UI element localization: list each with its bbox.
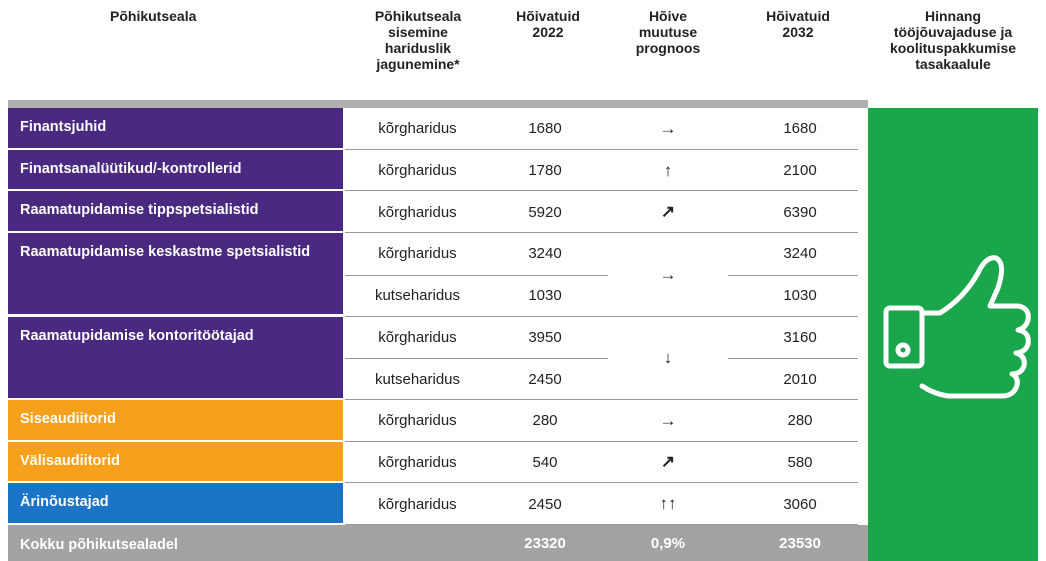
- employed-2032-cell: 1030: [783, 287, 817, 305]
- row-divider: [728, 358, 858, 360]
- education-cell: kõrgharidus: [378, 120, 457, 138]
- education-cell: kõrgharidus: [378, 203, 457, 221]
- thumbs-up-icon: [883, 255, 1031, 399]
- education-cell: kõrgharidus: [378, 453, 457, 471]
- total-row: [8, 525, 868, 561]
- employed-2032-cell: 1680: [783, 120, 817, 138]
- forecast-cell: ↓: [663, 348, 673, 368]
- forecast-cell: ↑: [663, 160, 673, 180]
- education-cell: kõrgharidus: [378, 412, 457, 430]
- column-header: Hinnang tööjõuvajaduse ja koolituspakkum…: [889, 8, 1017, 72]
- row-divider: [345, 148, 858, 150]
- employed-2032-cell: 580: [787, 453, 813, 471]
- occupation-cell: Siseaudiitorid: [8, 399, 343, 440]
- education-cell: kutseharidus: [374, 287, 461, 305]
- employed-2032-cell: 2010: [783, 370, 817, 388]
- row-divider: [345, 274, 608, 276]
- forecast-cell: ↑↑: [659, 494, 677, 514]
- forecast-cell: →: [659, 410, 677, 430]
- row-divider: [345, 232, 858, 234]
- employed-2032-cell: 3240: [783, 245, 817, 263]
- employed-2032-cell: 280: [787, 412, 813, 430]
- employed-2022-cell: 280: [532, 412, 558, 430]
- balance-cell: [868, 108, 1038, 561]
- employed-2022-cell: 1030: [528, 287, 562, 305]
- row-divider: [345, 190, 858, 192]
- row-divider: [345, 315, 858, 317]
- education-cell: kõrgharidus: [378, 495, 457, 513]
- row-divider: [345, 398, 858, 400]
- employed-2022-cell: 540: [532, 453, 558, 471]
- forecast-cell: ↗: [660, 202, 676, 222]
- forecast-cell: ↗: [660, 452, 676, 472]
- employed-2032-cell: 3060: [783, 495, 817, 513]
- forecast-cell: →: [659, 264, 677, 284]
- occupation-cell: Finantsanalüütikud/-kontrollerid: [8, 149, 343, 190]
- education-cell: kõrgharidus: [378, 162, 457, 180]
- employed-2022-cell: 2450: [528, 495, 562, 513]
- row-divider: [345, 358, 608, 360]
- occupation-cell: Välisaudiitorid: [8, 441, 343, 482]
- column-header: Hõivatuid 2032: [766, 8, 830, 40]
- employed-2032-cell: 3160: [783, 328, 817, 346]
- row-divider: [345, 482, 858, 484]
- education-cell: kõrgharidus: [378, 328, 457, 346]
- row-divider: [345, 440, 858, 442]
- occupation-cell: Ärinõustajad: [8, 483, 343, 523]
- occupation-cell: Raamatupidamise keskastme spetsialistid: [8, 233, 343, 315]
- row-divider: [728, 274, 858, 276]
- employed-2022-cell: 3240: [528, 245, 562, 263]
- row-divider: [345, 524, 858, 525]
- employed-2022-cell: 2450: [528, 370, 562, 388]
- occupation-cell: Raamatupidamise kontoritöötajad: [8, 316, 343, 398]
- total-2032: 23530: [779, 534, 821, 552]
- column-header: Põhikutseala: [110, 8, 197, 24]
- employed-2022-cell: 1780: [528, 162, 562, 180]
- education-cell: kutseharidus: [374, 370, 461, 388]
- total-forecast: 0,9%: [650, 534, 686, 552]
- total-label: Kokku põhikutsealadel: [20, 537, 178, 553]
- employed-2032-cell: 2100: [783, 162, 817, 180]
- forecast-cell: →: [659, 118, 677, 138]
- employed-2022-cell: 1680: [528, 120, 562, 138]
- column-header: Hõive muutuse prognoos: [635, 8, 701, 56]
- employed-2022-cell: 3950: [528, 328, 562, 346]
- column-header: Hõivatuid 2022: [516, 8, 580, 40]
- employed-2022-cell: 5920: [528, 203, 562, 221]
- occupation-cell: Raamatupidamise tippspetsialistid: [8, 191, 343, 232]
- column-header: Põhikutseala sisemine hariduslik jagunem…: [374, 8, 462, 72]
- total-2022: 23320: [524, 534, 566, 552]
- education-cell: kõrgharidus: [378, 245, 457, 263]
- employed-2032-cell: 6390: [783, 203, 817, 221]
- header-bar: [8, 100, 868, 108]
- occupation-cell: Finantsjuhid: [8, 108, 343, 148]
